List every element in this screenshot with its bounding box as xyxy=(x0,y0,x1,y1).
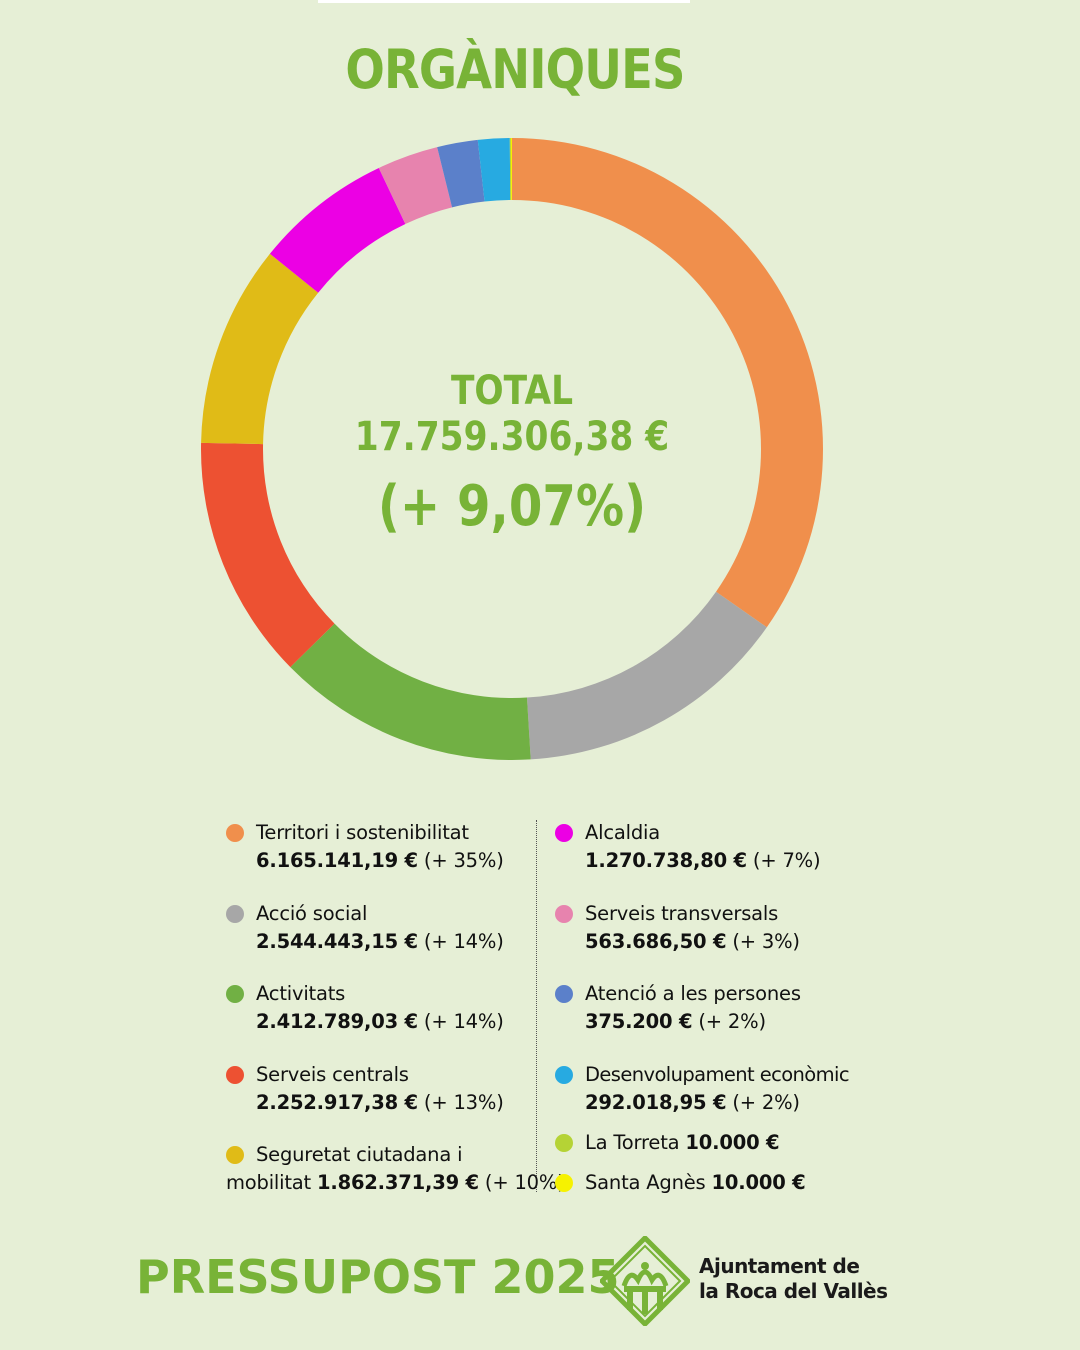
legend-item-santa-agnes: Santa Agnès 10.000 € xyxy=(555,1169,806,1197)
legend-item-serveis-centrals: Serveis centrals 2.252.917,38 € (+ 13%) xyxy=(226,1061,504,1117)
legend-amount: 1.862.371,39 € xyxy=(317,1171,479,1194)
legend-item-activitats: Activitats 2.412.789,03 € (+ 14%) xyxy=(226,980,504,1036)
legend-name: Seguretat ciutadana i xyxy=(256,1143,463,1166)
donut-slice-6 xyxy=(378,147,453,224)
legend-amount: 2.252.917,38 € xyxy=(256,1091,418,1114)
donut-slice-0 xyxy=(512,138,824,628)
legend-amount: 375.200 € xyxy=(585,1010,693,1033)
legend-item-atencio-persones: Atenció a les persones 375.200 € (+ 2%) xyxy=(555,980,801,1036)
legend-swatch xyxy=(555,824,573,842)
legend-name: Santa Agnès xyxy=(585,1171,706,1194)
org-line-1: Ajuntament de xyxy=(699,1254,860,1278)
legend-change: (+ 7%) xyxy=(752,849,821,872)
legend-change: (+ 14%) xyxy=(423,930,504,953)
legend-swatch xyxy=(555,985,573,1003)
donut-slice-2 xyxy=(290,623,531,760)
top-strip xyxy=(318,0,690,3)
legend-change: (+ 3%) xyxy=(732,930,800,953)
legend-swatch xyxy=(226,985,244,1003)
donut-slice-3 xyxy=(201,442,335,668)
donut-slice-9 xyxy=(509,138,512,201)
legend-change: (+ 2%) xyxy=(732,1091,800,1114)
legend-item-la-torreta: La Torreta 10.000 € xyxy=(555,1129,780,1157)
legend-swatch xyxy=(226,824,244,842)
legend-change: (+ 10%) xyxy=(484,1171,565,1194)
legend-amount: 292.018,95 € xyxy=(585,1091,727,1114)
legend-name: Activitats xyxy=(256,982,346,1005)
legend-name: Serveis centrals xyxy=(256,1063,409,1086)
legend-name: Desenvolupament econòmic xyxy=(585,1063,850,1086)
donut-slice-7 xyxy=(437,139,485,208)
legend-change: (+ 2%) xyxy=(698,1010,766,1033)
legend-amount: 1.270.738,80 € xyxy=(585,849,747,872)
municipality-logo-icon xyxy=(600,1236,690,1326)
legend-name-cont: mobilitat xyxy=(226,1171,311,1194)
legend-item-territori: Territori i sostenibilitat 6.165.141,19 … xyxy=(226,819,504,875)
donut-slice-4 xyxy=(201,253,319,445)
organization-name: Ajuntament de la Roca del Vallès xyxy=(699,1254,888,1304)
page-title: ORGÀNIQUES xyxy=(345,38,685,101)
total-value: 17.759.306,38 € xyxy=(354,414,670,460)
legend-amount: 10.000 € xyxy=(685,1131,780,1154)
legend-name: La Torreta xyxy=(585,1131,680,1154)
legend-amount: 563.686,50 € xyxy=(585,930,727,953)
donut-slice-8 xyxy=(477,138,511,202)
legend-name: Serveis transversals xyxy=(585,902,779,925)
legend-amount: 6.165.141,19 € xyxy=(256,849,418,872)
legend-swatch xyxy=(226,1146,244,1164)
legend-name: Acció social xyxy=(256,902,368,925)
donut-slice-10 xyxy=(510,138,512,201)
legend-change: (+ 14%) xyxy=(423,1010,504,1033)
total-change: (+ 9,07%) xyxy=(377,474,647,539)
footer-title: PRESSUPOST 2025 xyxy=(136,1250,620,1304)
legend-item-desenvolupament: Desenvolupament econòmic 292.018,95 € (+… xyxy=(555,1061,850,1117)
legend-change: (+ 35%) xyxy=(423,849,504,872)
legend-item-alcaldia: Alcaldia 1.270.738,80 € (+ 7%) xyxy=(555,819,821,875)
legend-item-serveis-transversals: Serveis transversals 563.686,50 € (+ 3%) xyxy=(555,900,800,956)
legend-amount: 2.412.789,03 € xyxy=(256,1010,418,1033)
legend-swatch xyxy=(226,1066,244,1084)
legend-item-seguretat: Seguretat ciutadana i mobilitat 1.862.37… xyxy=(226,1141,565,1197)
legend-change: (+ 13%) xyxy=(423,1091,504,1114)
donut-slice-1 xyxy=(526,591,767,760)
legend-swatch xyxy=(555,905,573,923)
legend-swatch xyxy=(555,1134,573,1152)
legend-item-accio-social: Acció social 2.544.443,15 € (+ 14%) xyxy=(226,900,504,956)
donut-chart xyxy=(201,138,824,760)
legend-name: Atenció a les persones xyxy=(585,982,801,1005)
legend-amount: 2.544.443,15 € xyxy=(256,930,418,953)
legend-swatch xyxy=(226,905,244,923)
legend-swatch xyxy=(555,1174,573,1192)
donut-slice-5 xyxy=(269,167,406,293)
legend-name: Alcaldia xyxy=(585,821,660,844)
legend-divider xyxy=(536,820,537,1192)
total-label: TOTAL xyxy=(450,368,574,414)
legend-name: Territori i sostenibilitat xyxy=(256,821,469,844)
legend-amount: 10.000 € xyxy=(711,1171,806,1194)
legend-swatch xyxy=(555,1066,573,1084)
org-line-2: la Roca del Vallès xyxy=(699,1279,888,1303)
